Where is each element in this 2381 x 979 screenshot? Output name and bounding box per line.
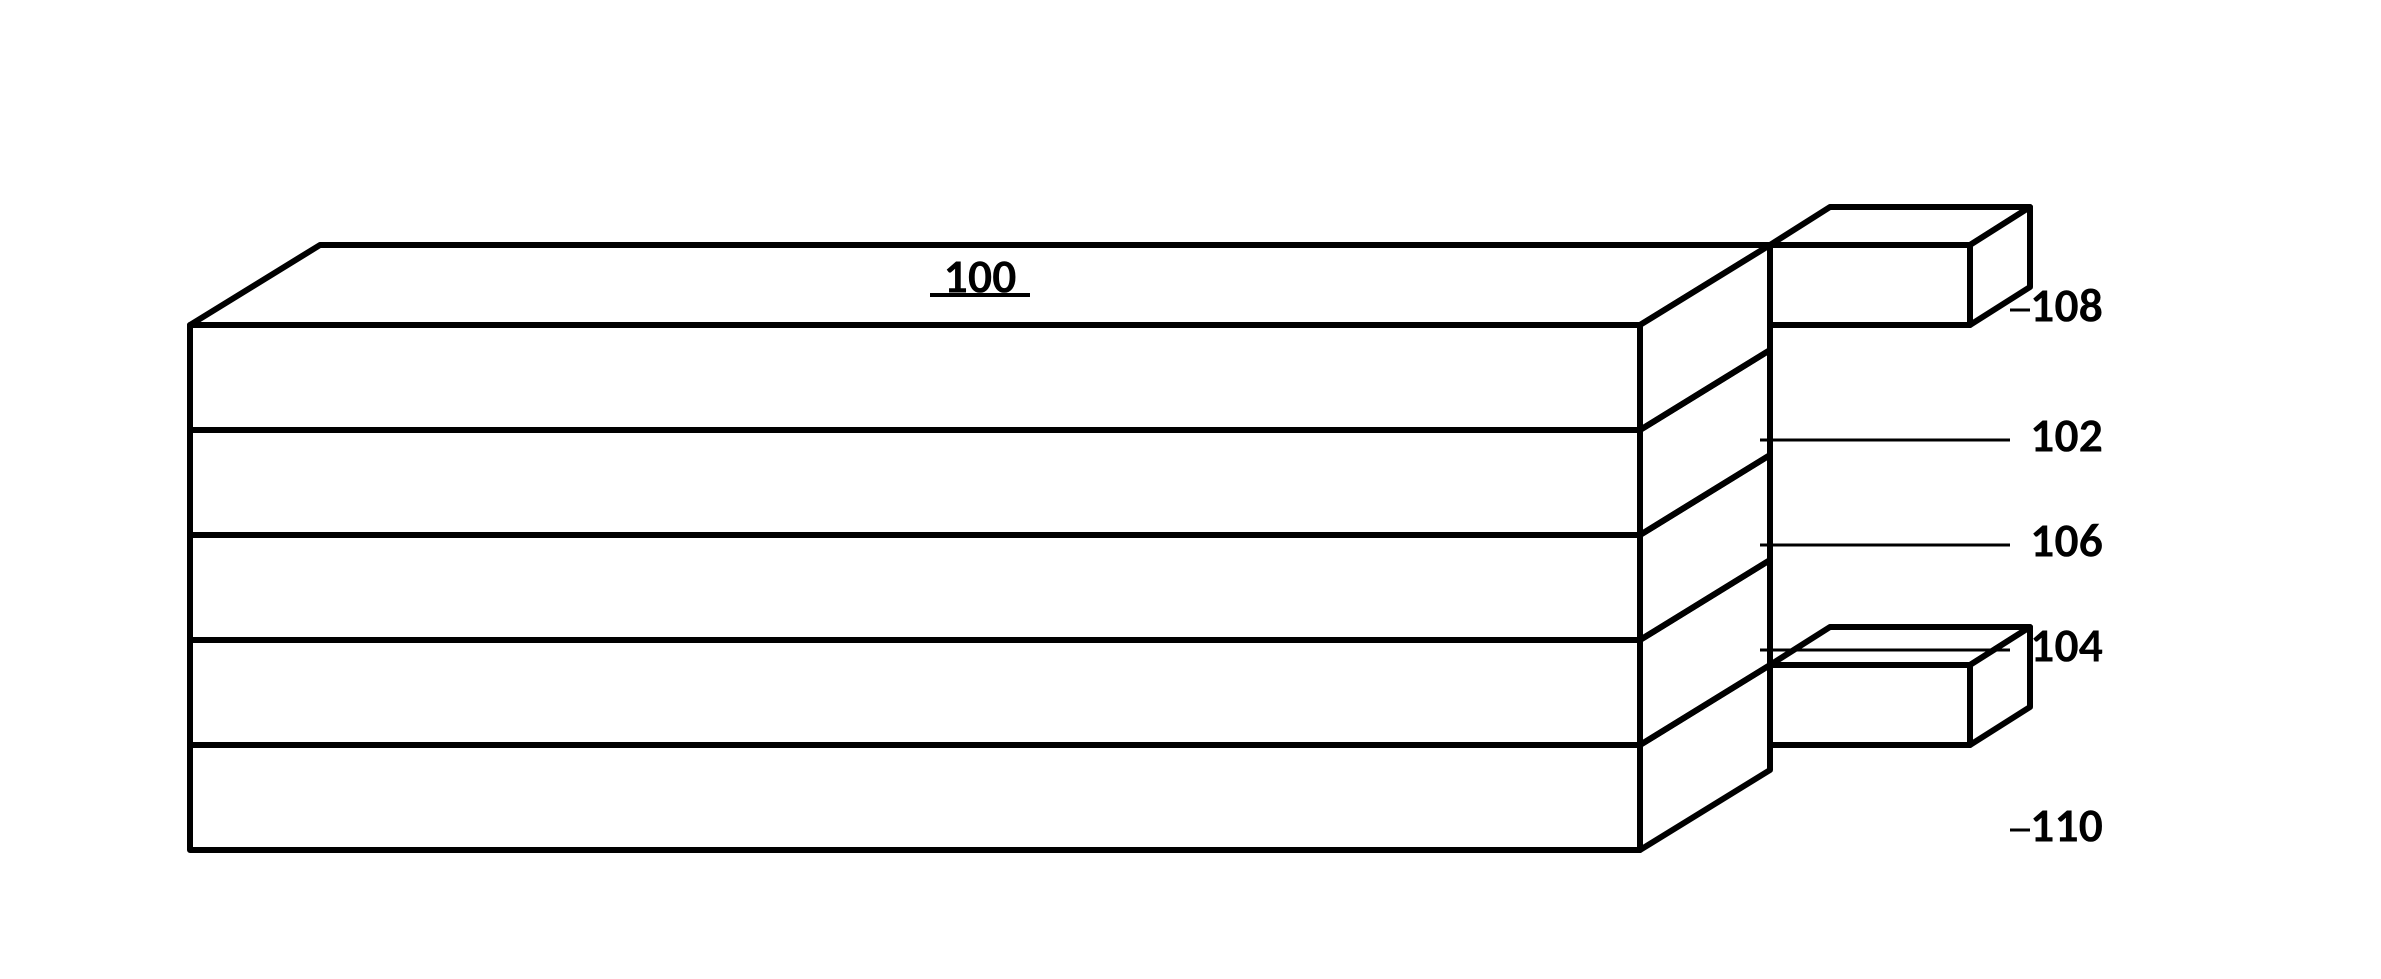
tab-108 — [1770, 207, 2030, 325]
label-102: 102 — [2030, 406, 2103, 465]
label-104: 104 — [2030, 616, 2103, 675]
label-106: 106 — [2030, 511, 2103, 570]
label-108: 108 — [2030, 276, 2103, 335]
tab-110 — [1770, 627, 2030, 745]
label-110: 110 — [2030, 796, 2103, 855]
